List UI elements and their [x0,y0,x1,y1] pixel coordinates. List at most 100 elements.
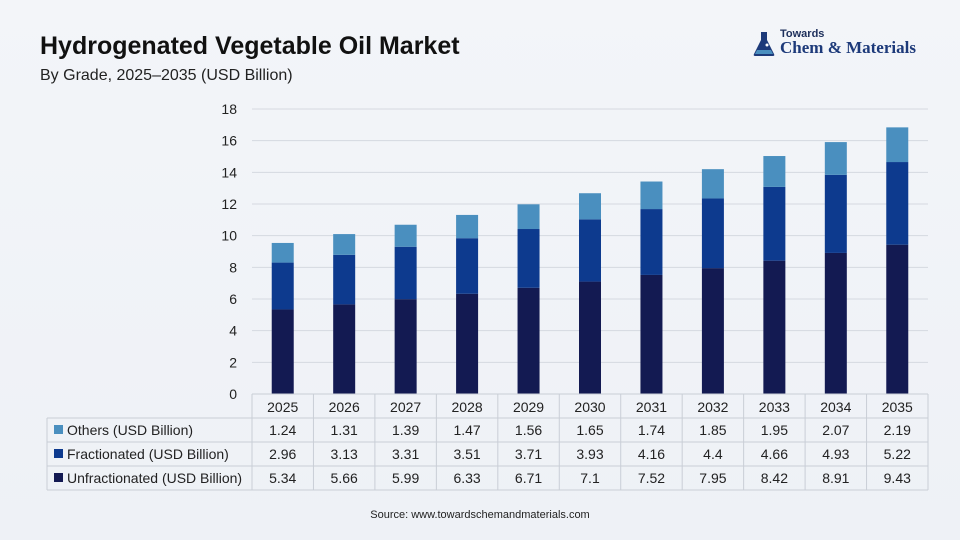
y-tick-label: 12 [221,196,237,212]
x-tick-label: 2030 [574,399,605,415]
bar-segment [763,156,786,187]
bar-segment [640,209,663,275]
logo-main-text: Chem & Materials [780,38,916,57]
bar-segment [701,198,724,269]
table-cell-value: 1.31 [331,422,358,438]
y-tick-label: 10 [221,228,237,244]
bar-segment [456,293,479,394]
table-cell-value: 1.85 [699,422,726,438]
bar-segment [763,260,786,394]
table-cell-value: 1.56 [515,422,542,438]
y-tick-label: 16 [221,133,237,149]
bar-segment [271,262,294,310]
bar-segment [886,162,909,245]
y-tick-label: 8 [229,259,237,275]
table-cell-value: 5.22 [884,446,911,462]
table-cell-value: 1.65 [576,422,603,438]
bar-segment [517,204,540,230]
logo-top-text: Towards [780,28,825,40]
table-cell-value: 3.31 [392,446,419,462]
x-tick-label: 2028 [452,399,483,415]
table-cell-value: 2.07 [822,422,849,438]
flask-icon [753,32,775,56]
bar-segment [640,181,663,210]
bar-segment [701,169,724,199]
bar-segment [824,252,847,394]
bar-segment [271,309,294,394]
table-cell-value: 9.43 [884,470,911,486]
y-tick-label: 18 [221,101,237,117]
table-cell-value: 3.93 [576,446,603,462]
table-cell-value: 1.39 [392,422,419,438]
bar-segment [517,287,540,394]
chart-title: Hydrogenated Vegetable Oil Market [40,32,460,60]
y-tick-label: 0 [229,386,237,402]
table-cell-value: 6.71 [515,470,542,486]
table-cell-value: 4.93 [822,446,849,462]
table-cell-value: 2.96 [269,446,296,462]
bar-segment [824,174,847,253]
bar-segment [456,214,479,239]
table-cell-value: 5.66 [331,470,358,486]
table-cell-value: 1.74 [638,422,665,438]
bar-segment [456,238,479,294]
y-tick-label: 6 [229,291,237,307]
table-cell-value: 3.51 [453,446,480,462]
legend-label: Others (USD Billion) [67,422,193,438]
x-tick-label: 2031 [636,399,667,415]
bar-segment [640,274,663,394]
table-cell-value: 7.52 [638,470,665,486]
bar-segment [333,254,356,305]
bar-segment [886,244,909,394]
table-cell-value: 4.16 [638,446,665,462]
bar-segment [763,186,786,261]
table-cell-value: 3.71 [515,446,542,462]
bar-segment [394,299,417,394]
table-cell-value: 2.19 [884,422,911,438]
x-tick-label: 2026 [329,399,360,415]
bar-segment [333,304,356,394]
bar-segment [886,127,909,163]
table-cell-value: 8.91 [822,470,849,486]
bar-segment [579,193,601,220]
bar-segment [271,242,294,263]
x-tick-label: 2027 [390,399,421,415]
table-cell-value: 1.47 [453,422,480,438]
table-cell-value: 1.95 [761,422,788,438]
brand-logo: Towards Chem & Materials [752,28,942,62]
table-cell-value: 1.24 [269,422,296,438]
y-tick-label: 2 [229,354,237,370]
bar-segment [333,234,356,255]
table-cell-value: 4.66 [761,446,788,462]
table-cell-value: 8.42 [761,470,788,486]
y-tick-label: 14 [221,164,237,180]
bar-segment [824,142,847,175]
x-tick-label: 2025 [267,399,298,415]
bar-segment [394,224,417,247]
bar-segment [701,268,724,394]
table-cell-value: 3.13 [331,446,358,462]
x-tick-label: 2033 [759,399,790,415]
table-cell-value: 7.95 [699,470,726,486]
legend-swatch [54,449,63,458]
x-tick-label: 2034 [820,399,851,415]
table-cell-value: 6.33 [453,470,480,486]
x-tick-label: 2032 [697,399,728,415]
table-cell-value: 5.99 [392,470,419,486]
x-tick-label: 2029 [513,399,544,415]
bar-segment [394,246,417,300]
bar-segment [579,219,601,282]
table-cell-value: 4.4 [703,446,723,462]
legend-label: Unfractionated (USD Billion) [67,470,242,486]
chart-subtitle: By Grade, 2025–2035 (USD Billion) [40,67,293,84]
legend-label: Fractionated (USD Billion) [67,446,229,462]
bar-segment [517,229,540,288]
table-cell-value: 5.34 [269,470,296,486]
table-cell-value: 7.1 [580,470,600,486]
y-tick-label: 4 [229,323,237,339]
x-tick-label: 2035 [882,399,913,415]
legend-swatch [54,473,63,482]
source-note: Source: www.towardschemandmaterials.com [370,509,590,521]
legend-swatch [54,425,63,434]
